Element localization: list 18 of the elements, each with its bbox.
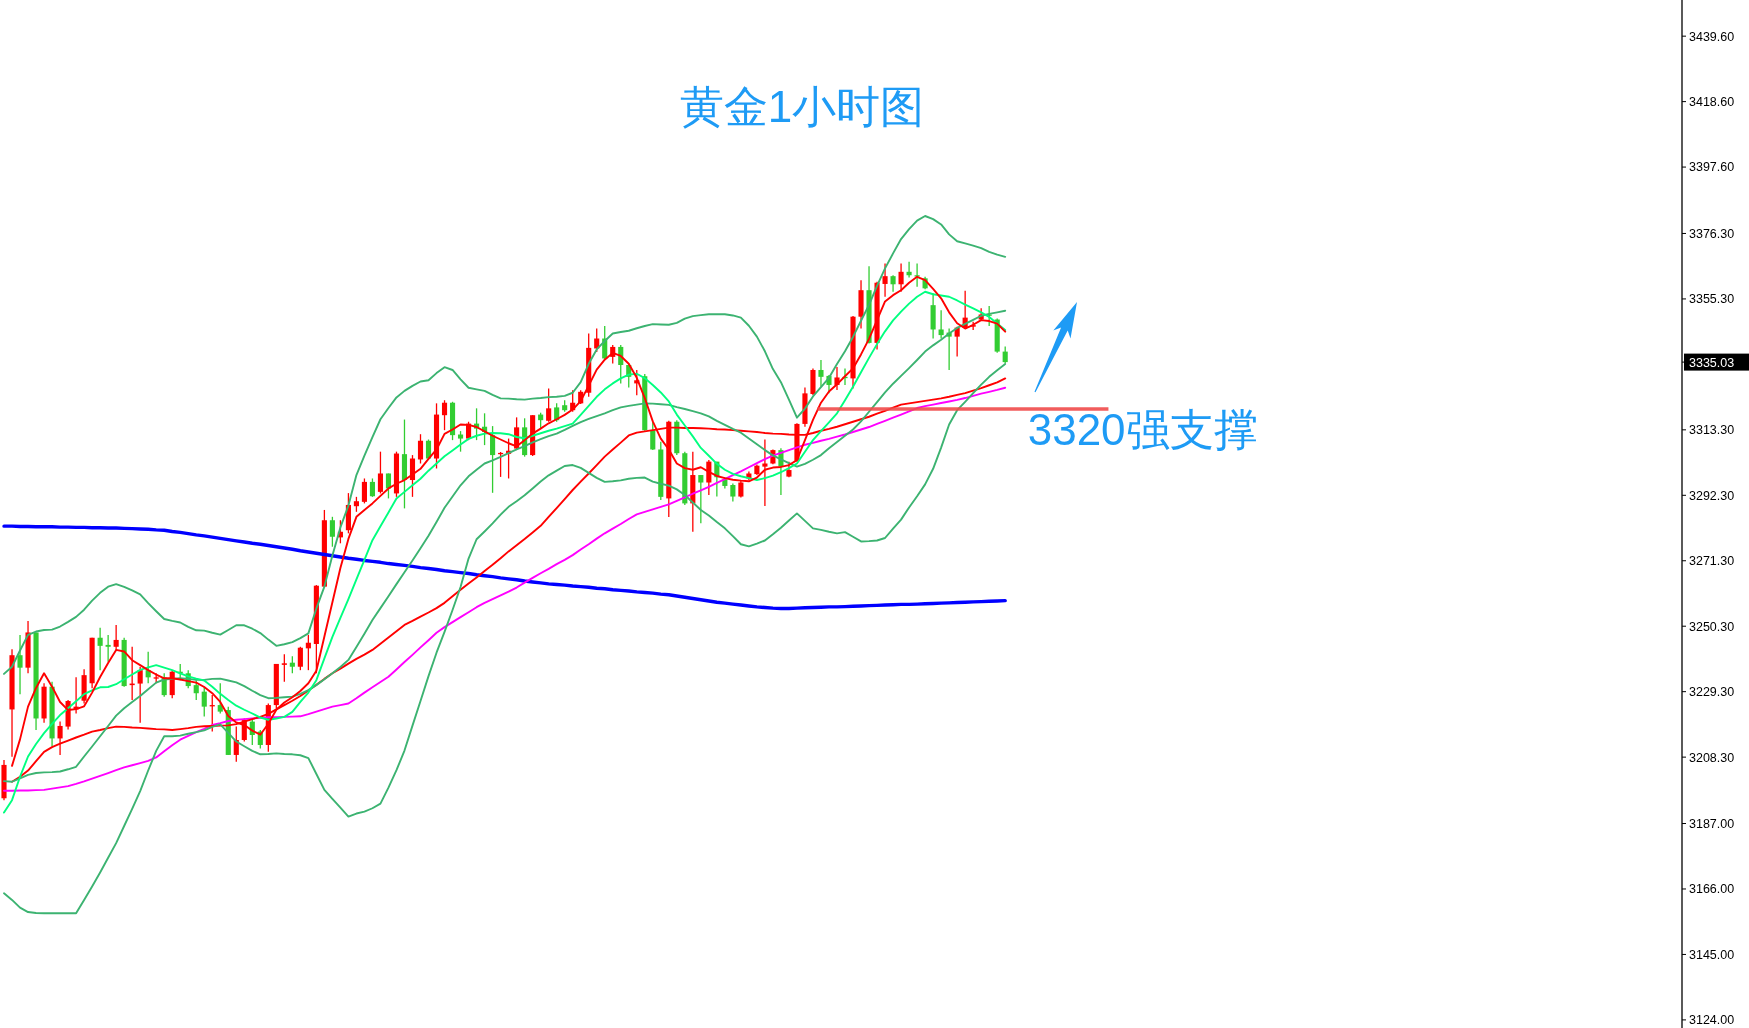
ref-line-label: 3320强支撑 — [1027, 404, 1258, 454]
y-tick-label: 3335.03 — [1689, 355, 1735, 370]
y-tick-label: 3250.30 — [1689, 619, 1735, 634]
y-tick-label: 3376.30 — [1689, 226, 1735, 241]
y-tick-label: 3145.00 — [1689, 947, 1735, 962]
y-tick-label: 3229.30 — [1689, 685, 1735, 700]
text: 黄金1小时图 — [679, 82, 925, 131]
y-tick-label: 3313.30 — [1689, 423, 1735, 438]
y-tick-label: 3439.60 — [1689, 29, 1735, 44]
y-tick-label: 3355.30 — [1689, 292, 1735, 307]
y-tick-label: 3124.00 — [1689, 1013, 1735, 1028]
y-tick-label: 3292.30 — [1689, 488, 1735, 503]
y-tick-label: 3418.60 — [1689, 95, 1735, 110]
y-tick-label: 3271.30 — [1689, 554, 1735, 569]
y-tick-label: 3187.00 — [1689, 816, 1735, 831]
y-tick-label: 3208.30 — [1689, 750, 1735, 765]
y-tick-label: 3166.00 — [1689, 882, 1735, 897]
y-tick-label: 3397.60 — [1689, 160, 1735, 175]
